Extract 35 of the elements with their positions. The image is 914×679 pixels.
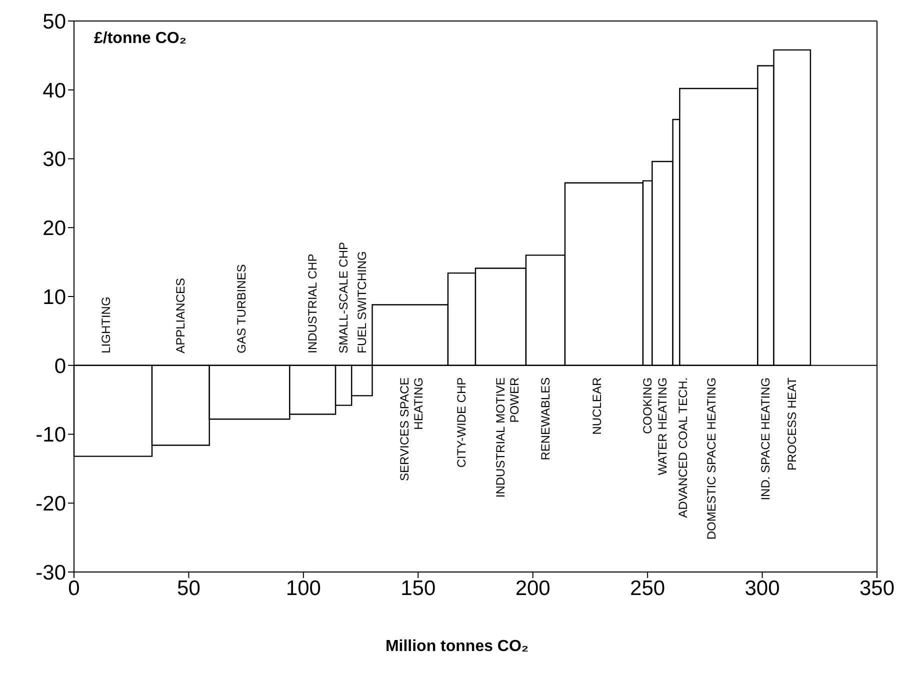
x-tick-label: 200 [515, 576, 550, 600]
category-label: RENEWABLES [538, 377, 552, 460]
category-label: APPLIANCES [174, 278, 188, 354]
y-tick-label: -30 [36, 561, 66, 584]
y-tick-label: 20 [42, 217, 66, 240]
x-tick-label: 250 [630, 576, 666, 600]
category-label: COOKING [640, 377, 655, 434]
category-label: INDUSTRIAL CHP [306, 254, 320, 354]
category-label: CITY-WIDE CHP [454, 377, 469, 468]
y-tick-label: -10 [36, 424, 66, 447]
y-tick-label: 50 [42, 10, 66, 34]
x-tick-label: 350 [859, 576, 895, 600]
category-label: WATER HEATING [655, 377, 670, 476]
y-tick-label: -20 [36, 492, 66, 516]
y-tick-label: 30 [42, 148, 66, 172]
category-label: GAS TURBINES [234, 264, 248, 354]
y-tick-label: 40 [42, 79, 66, 102]
category-label: SMALL-SCALE CHP [336, 242, 351, 354]
category-label: PROCESS HEAT [785, 377, 800, 471]
y-tick-label: 10 [42, 286, 66, 309]
x-axis-title: Million tonnes CO₂ [384, 638, 530, 656]
category-label: IND. SPACE HEATING [758, 377, 773, 500]
x-tick-label: 100 [286, 576, 321, 600]
x-tick-label: 300 [744, 576, 780, 600]
x-tick-label: 50 [177, 576, 200, 600]
category-label: SERVICES SPACE HEATING [397, 377, 426, 481]
category-label: FUEL SWITCHING [354, 251, 369, 354]
x-tick-label: 150 [400, 576, 436, 600]
category-label: LIGHTING [99, 296, 113, 354]
y-tick-label: 0 [54, 354, 66, 378]
category-label: NUCLEAR [590, 377, 604, 435]
category-label: INDUSTRIAL MOTIVE POWER [494, 377, 522, 498]
category-label: DOMESTIC SPACE HEATING [704, 377, 719, 540]
y-axis-title: £/tonne CO₂ [94, 30, 186, 48]
category-label: ADVANCED COAL TECH. [676, 377, 690, 518]
